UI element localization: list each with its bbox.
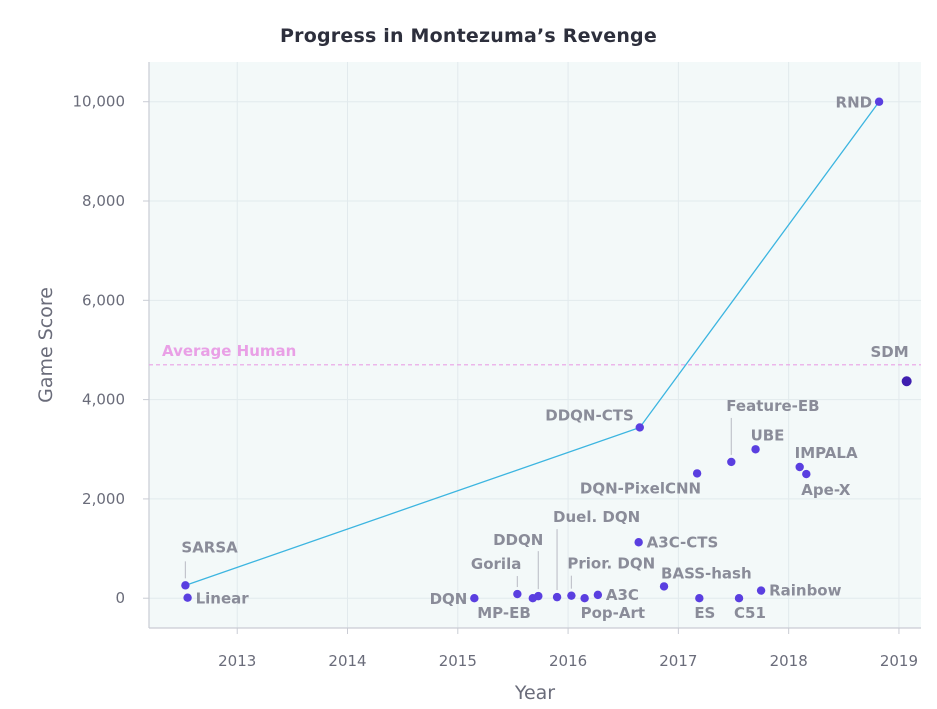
- data-points: [181, 97, 912, 603]
- point-ddqn-cts: [635, 423, 644, 432]
- grid: [149, 62, 921, 628]
- label-gorila: Gorila: [471, 555, 521, 573]
- label-es: ES: [694, 604, 715, 622]
- y-axis-title: Game Score: [35, 287, 57, 403]
- human-baseline-label: Average Human: [162, 342, 296, 360]
- label-rnd: RND: [836, 94, 873, 112]
- label-ube: UBE: [751, 426, 785, 444]
- point-duel-dqn: [552, 592, 562, 602]
- label-rainbow: Rainbow: [769, 582, 842, 600]
- label-sdm: SDM: [870, 343, 908, 361]
- point-ube: [751, 445, 760, 454]
- point-c51: [734, 594, 744, 603]
- y-tick-label: 2,000: [82, 490, 125, 508]
- point-dqn: [470, 594, 479, 603]
- x-tick-label: 2018: [770, 652, 808, 670]
- label-pop-art: Pop-Art: [581, 604, 645, 622]
- label-a3c: A3C: [606, 586, 639, 604]
- label-sarsa: SARSA: [181, 538, 238, 556]
- human-baseline: Average Human: [149, 342, 921, 366]
- x-tick-label: 2019: [880, 652, 918, 670]
- point-feature-eb: [727, 457, 736, 467]
- label-ape-x: Ape-X: [801, 481, 851, 499]
- label-linear: Linear: [196, 590, 250, 608]
- x-tick-label: 2013: [218, 652, 256, 670]
- axes: 2013 2014 2015 2016 2017 2018 2019 0 2,000 4,000 6…: [73, 62, 921, 670]
- label-duel-dqn: Duel. DQN: [553, 508, 640, 526]
- point-dqn-pixelcnn: [692, 469, 702, 478]
- label-c51: C51: [734, 604, 766, 622]
- label-ddqn: DDQN: [493, 531, 543, 549]
- label-feature-eb: Feature-EB: [726, 397, 819, 415]
- x-tick-label: 2017: [659, 652, 697, 670]
- label-ddqn-cts: DDQN-CTS: [545, 406, 633, 424]
- label-impala: IMPALA: [795, 444, 858, 462]
- point-rnd: [874, 97, 884, 106]
- x-tick-label: 2015: [439, 652, 477, 670]
- x-tick-label: 2016: [549, 652, 587, 670]
- label-prior-dqn: Prior. DQN: [567, 555, 655, 573]
- x-tick-label: 2014: [328, 652, 366, 670]
- point-ape-x: [802, 469, 811, 479]
- label-a3c-cts: A3C-CTS: [647, 533, 719, 551]
- point-sarsa: [181, 581, 190, 590]
- point-ddqn: [534, 591, 543, 601]
- point-rainbow: [756, 586, 766, 595]
- label-bass-hash: BASS-hash: [661, 564, 752, 582]
- point-es: [695, 594, 704, 603]
- point-gorila: [513, 589, 522, 599]
- y-tick-label: 4,000: [82, 391, 125, 409]
- x-axis-title: Year: [514, 682, 555, 704]
- y-tick-label: 6,000: [82, 291, 125, 309]
- point-a3c-cts: [634, 538, 643, 547]
- chart-title: Progress in Montezuma’s Revenge: [280, 25, 657, 47]
- y-tick-label: 0: [115, 589, 125, 607]
- point-impala: [795, 462, 804, 472]
- point-prior-dqn: [567, 591, 576, 600]
- y-tick-label: 10,000: [73, 93, 126, 111]
- point-linear: [183, 593, 192, 602]
- plot-area: [149, 62, 921, 628]
- label-leaders: [184, 417, 732, 591]
- point-bass-hash: [659, 582, 669, 591]
- point-pop-art: [580, 594, 589, 603]
- y-tick-label: 8,000: [82, 192, 125, 210]
- label-dqn-pixelcnn: DQN-PixelCNN: [580, 479, 701, 497]
- point-a3c: [593, 590, 603, 600]
- label-mp-eb: MP-EB: [477, 604, 531, 622]
- label-dqn: DQN: [430, 590, 468, 608]
- point-sdm: [901, 376, 912, 387]
